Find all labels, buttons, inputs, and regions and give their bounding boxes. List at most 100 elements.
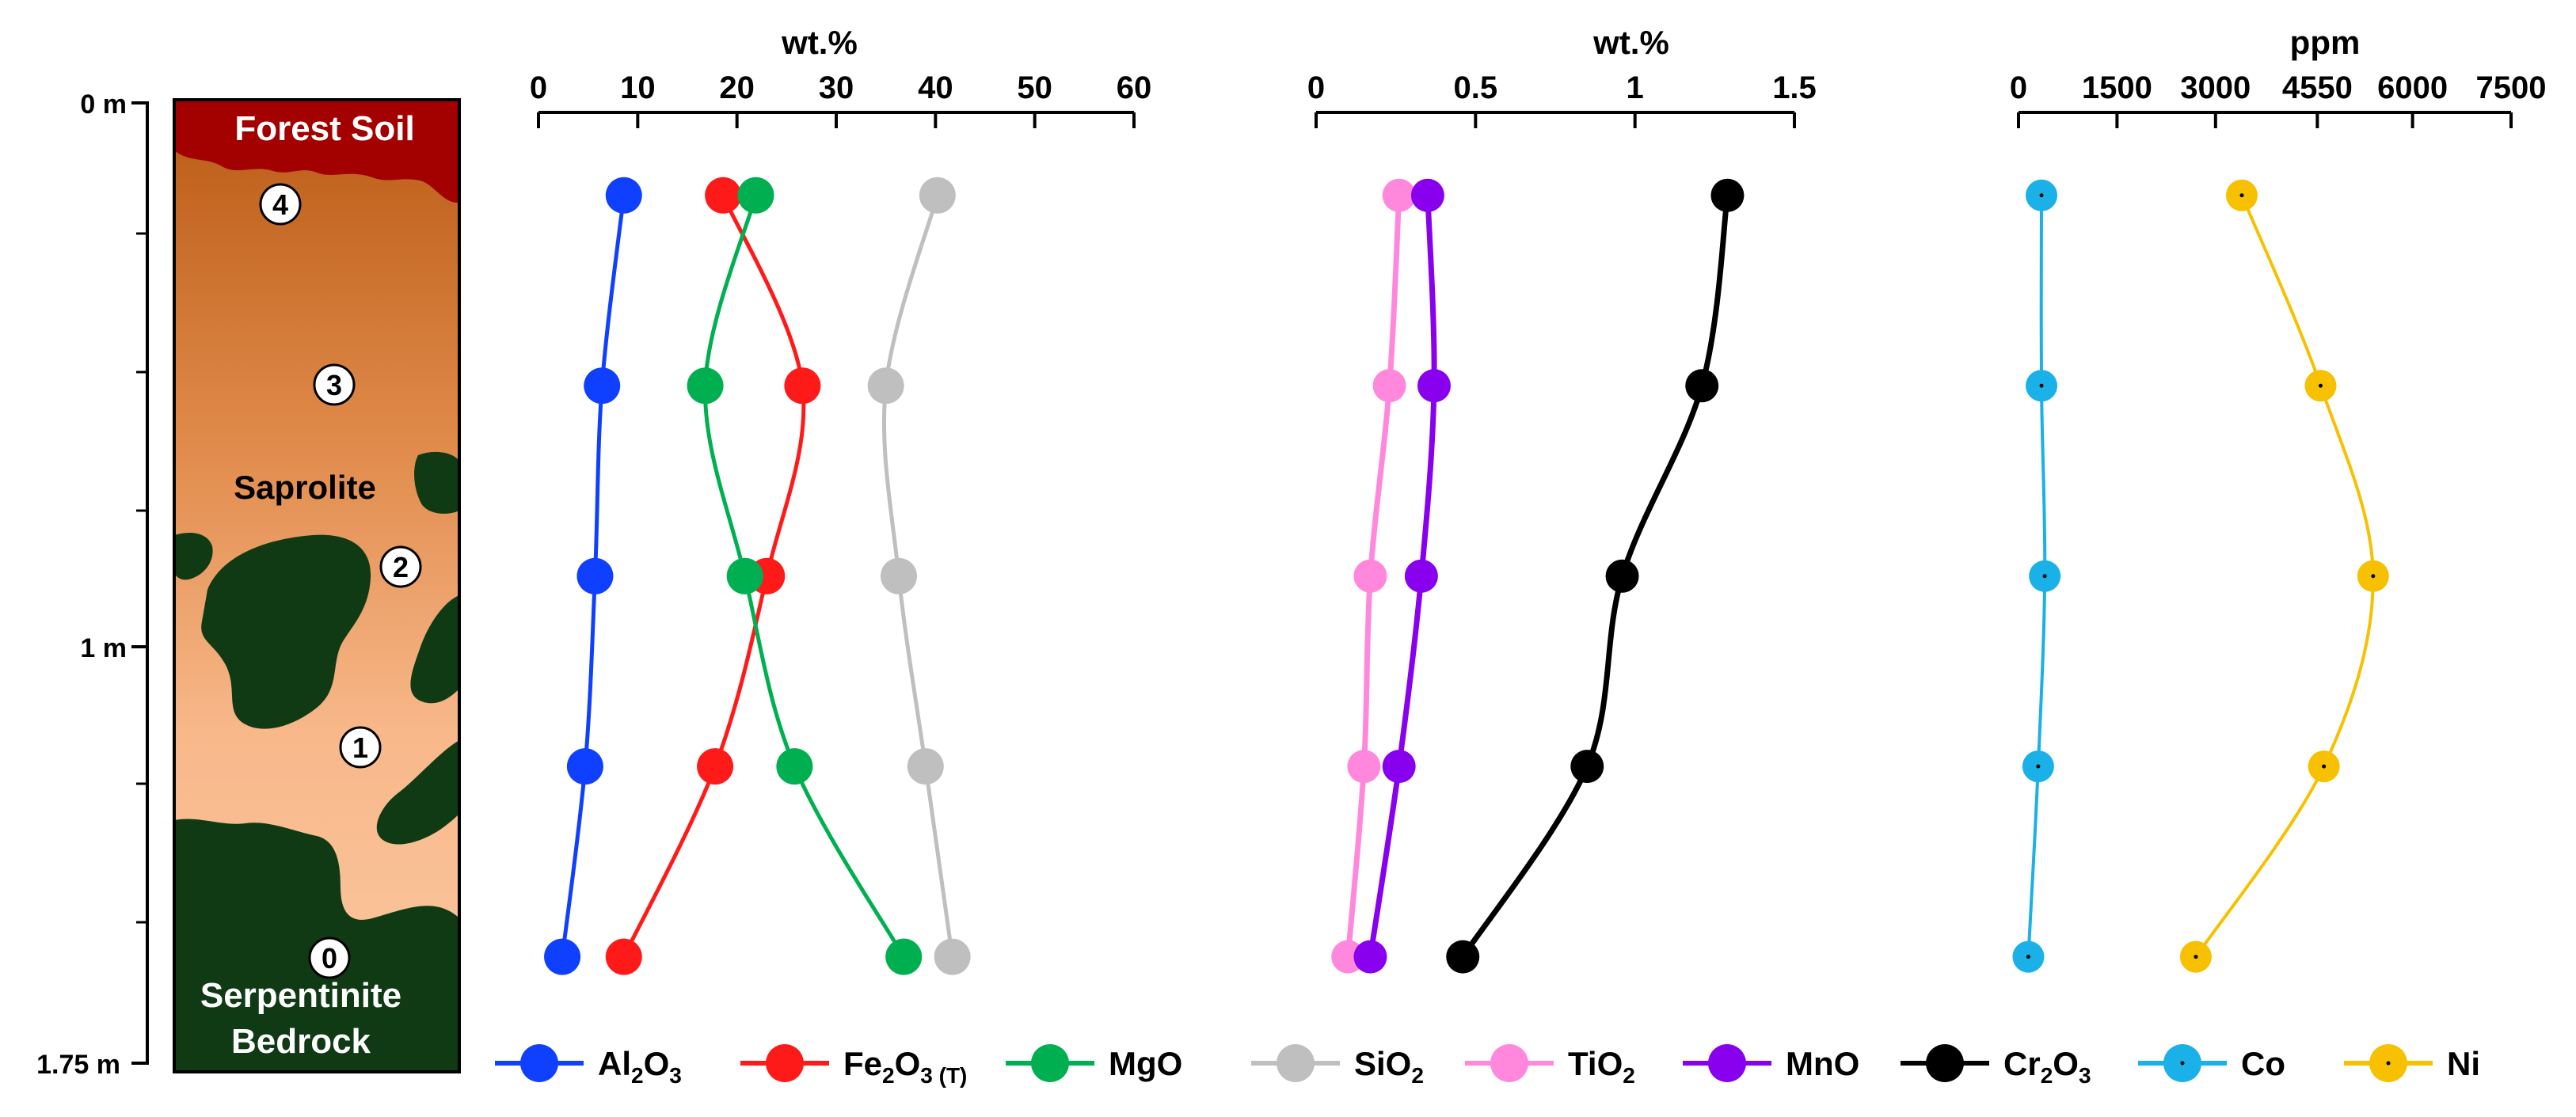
panel2-unit-label: wt.%	[1592, 24, 1669, 61]
data-point	[737, 177, 774, 214]
bedrock-boulder-left	[174, 532, 213, 580]
legend-label: Ni	[2447, 1045, 2480, 1082]
data-point-center	[2042, 574, 2047, 579]
data-point	[1382, 178, 1416, 212]
data-point	[880, 557, 917, 595]
legend-marker-center	[2180, 1061, 2185, 1066]
data-point	[605, 938, 642, 975]
data-point	[776, 748, 813, 785]
x-tick-label: 6000	[2377, 70, 2448, 105]
data-point-center	[2039, 383, 2044, 388]
depth-label-1-75m: 1.75 m	[36, 1050, 120, 1080]
x-tick-label: 1.5	[1772, 70, 1817, 105]
svg-text:0: 0	[322, 942, 337, 975]
data-point	[867, 367, 904, 405]
x-tick-label: 0	[1307, 70, 1325, 105]
legend-marker	[1708, 1044, 1746, 1082]
data-point	[784, 367, 821, 405]
depth-axis: 0 m 1 m 1.75 m	[36, 89, 149, 1080]
legend-marker	[1926, 1044, 1964, 1082]
data-point-center	[2039, 193, 2044, 198]
x-tick-label: 50	[1017, 70, 1052, 105]
bedrock-boulder-upper-right	[414, 451, 459, 514]
forest-soil-label: Forest Soil	[234, 109, 414, 148]
bedrock-label-line1: Serpentinite	[200, 976, 401, 1015]
legend-label: MgO	[1109, 1045, 1182, 1082]
data-point	[934, 938, 971, 975]
data-point	[1446, 940, 1480, 974]
svg-text:3: 3	[326, 369, 342, 401]
legend-item: Co	[2138, 1044, 2285, 1082]
zone-marker-1: 1	[339, 726, 382, 769]
bedrock-boulder-mid-right	[410, 595, 459, 704]
bedrock-label-line2: Bedrock	[231, 1022, 371, 1061]
data-point	[1353, 940, 1387, 974]
legend-label: Al2O3	[598, 1045, 682, 1088]
legend-label: SiO2	[1354, 1045, 1424, 1088]
data-point	[1347, 750, 1381, 784]
legend-item: Al2O3	[495, 1044, 682, 1088]
data-point	[1404, 559, 1438, 593]
x-tick-label: 10	[620, 70, 656, 105]
x-tick-label: 3000	[2180, 70, 2251, 105]
data-point	[726, 557, 763, 595]
data-point	[1353, 559, 1387, 593]
legend-label: Co	[2241, 1045, 2285, 1082]
data-point	[1410, 178, 1444, 212]
zone-marker-4: 4	[259, 183, 302, 226]
legend-label: Fe2O3 (T)	[843, 1045, 967, 1088]
series-line-ni	[2194, 195, 2375, 958]
chart-panel-trace-metals: 0 1500 3000 4550 6000 7500	[2010, 70, 2546, 973]
x-tick-label: 20	[719, 70, 755, 105]
data-point	[605, 177, 642, 214]
legend-marker	[520, 1044, 558, 1082]
zone-marker-2: 2	[379, 545, 422, 588]
data-point	[697, 748, 734, 785]
data-point	[1382, 750, 1416, 784]
data-point-center	[2322, 764, 2327, 769]
legend-item: Cr2O3	[1901, 1044, 2091, 1088]
data-point	[1417, 369, 1451, 403]
legend-item: SiO2	[1251, 1044, 1424, 1088]
bedrock-boulder-large	[201, 534, 371, 729]
svg-text:1: 1	[352, 731, 368, 764]
legend-marker	[766, 1044, 804, 1082]
saprolite-label: Saprolite	[234, 469, 376, 506]
data-point	[1570, 750, 1604, 784]
svg-text:2: 2	[393, 551, 409, 583]
legend-label: TiO2	[1568, 1045, 1635, 1088]
data-point	[544, 938, 581, 975]
legend-marker-center	[2386, 1061, 2391, 1066]
panel1-unit-label: wt.%	[781, 24, 858, 61]
data-point	[687, 367, 724, 405]
depth-label-1m: 1 m	[80, 633, 127, 663]
legend-item: Ni	[2344, 1044, 2480, 1082]
x-tick-label: 40	[918, 70, 953, 105]
data-point-center	[2239, 193, 2244, 198]
data-point	[576, 557, 614, 595]
bedrock-boulder-lower-right	[376, 740, 459, 845]
data-point	[919, 177, 956, 214]
data-point-center	[2036, 764, 2041, 769]
legend-item: Fe2O3 (T)	[740, 1044, 967, 1088]
x-tick-label: 0.5	[1454, 70, 1498, 105]
x-tick-label: 1	[1627, 70, 1644, 105]
zone-marker-3: 3	[313, 363, 356, 406]
x-tick-label: 0	[530, 70, 547, 105]
legend-item: TiO2	[1465, 1044, 1635, 1088]
x-tick-label: 4550	[2282, 70, 2353, 105]
legend-marker	[1277, 1044, 1315, 1082]
data-point	[1710, 178, 1745, 212]
data-point-center	[2194, 955, 2198, 959]
depth-label-0m: 0 m	[80, 89, 127, 120]
legend-marker	[1490, 1044, 1528, 1082]
x-tick-label: 60	[1117, 70, 1152, 105]
legend-item: MnO	[1683, 1044, 1859, 1082]
data-point-center	[2318, 383, 2323, 388]
data-point	[1372, 369, 1406, 403]
forest-soil-layer	[174, 100, 459, 203]
data-point-center	[2026, 955, 2030, 959]
x-tick-label: 30	[819, 70, 854, 105]
zone-marker-0: 0	[308, 937, 351, 979]
